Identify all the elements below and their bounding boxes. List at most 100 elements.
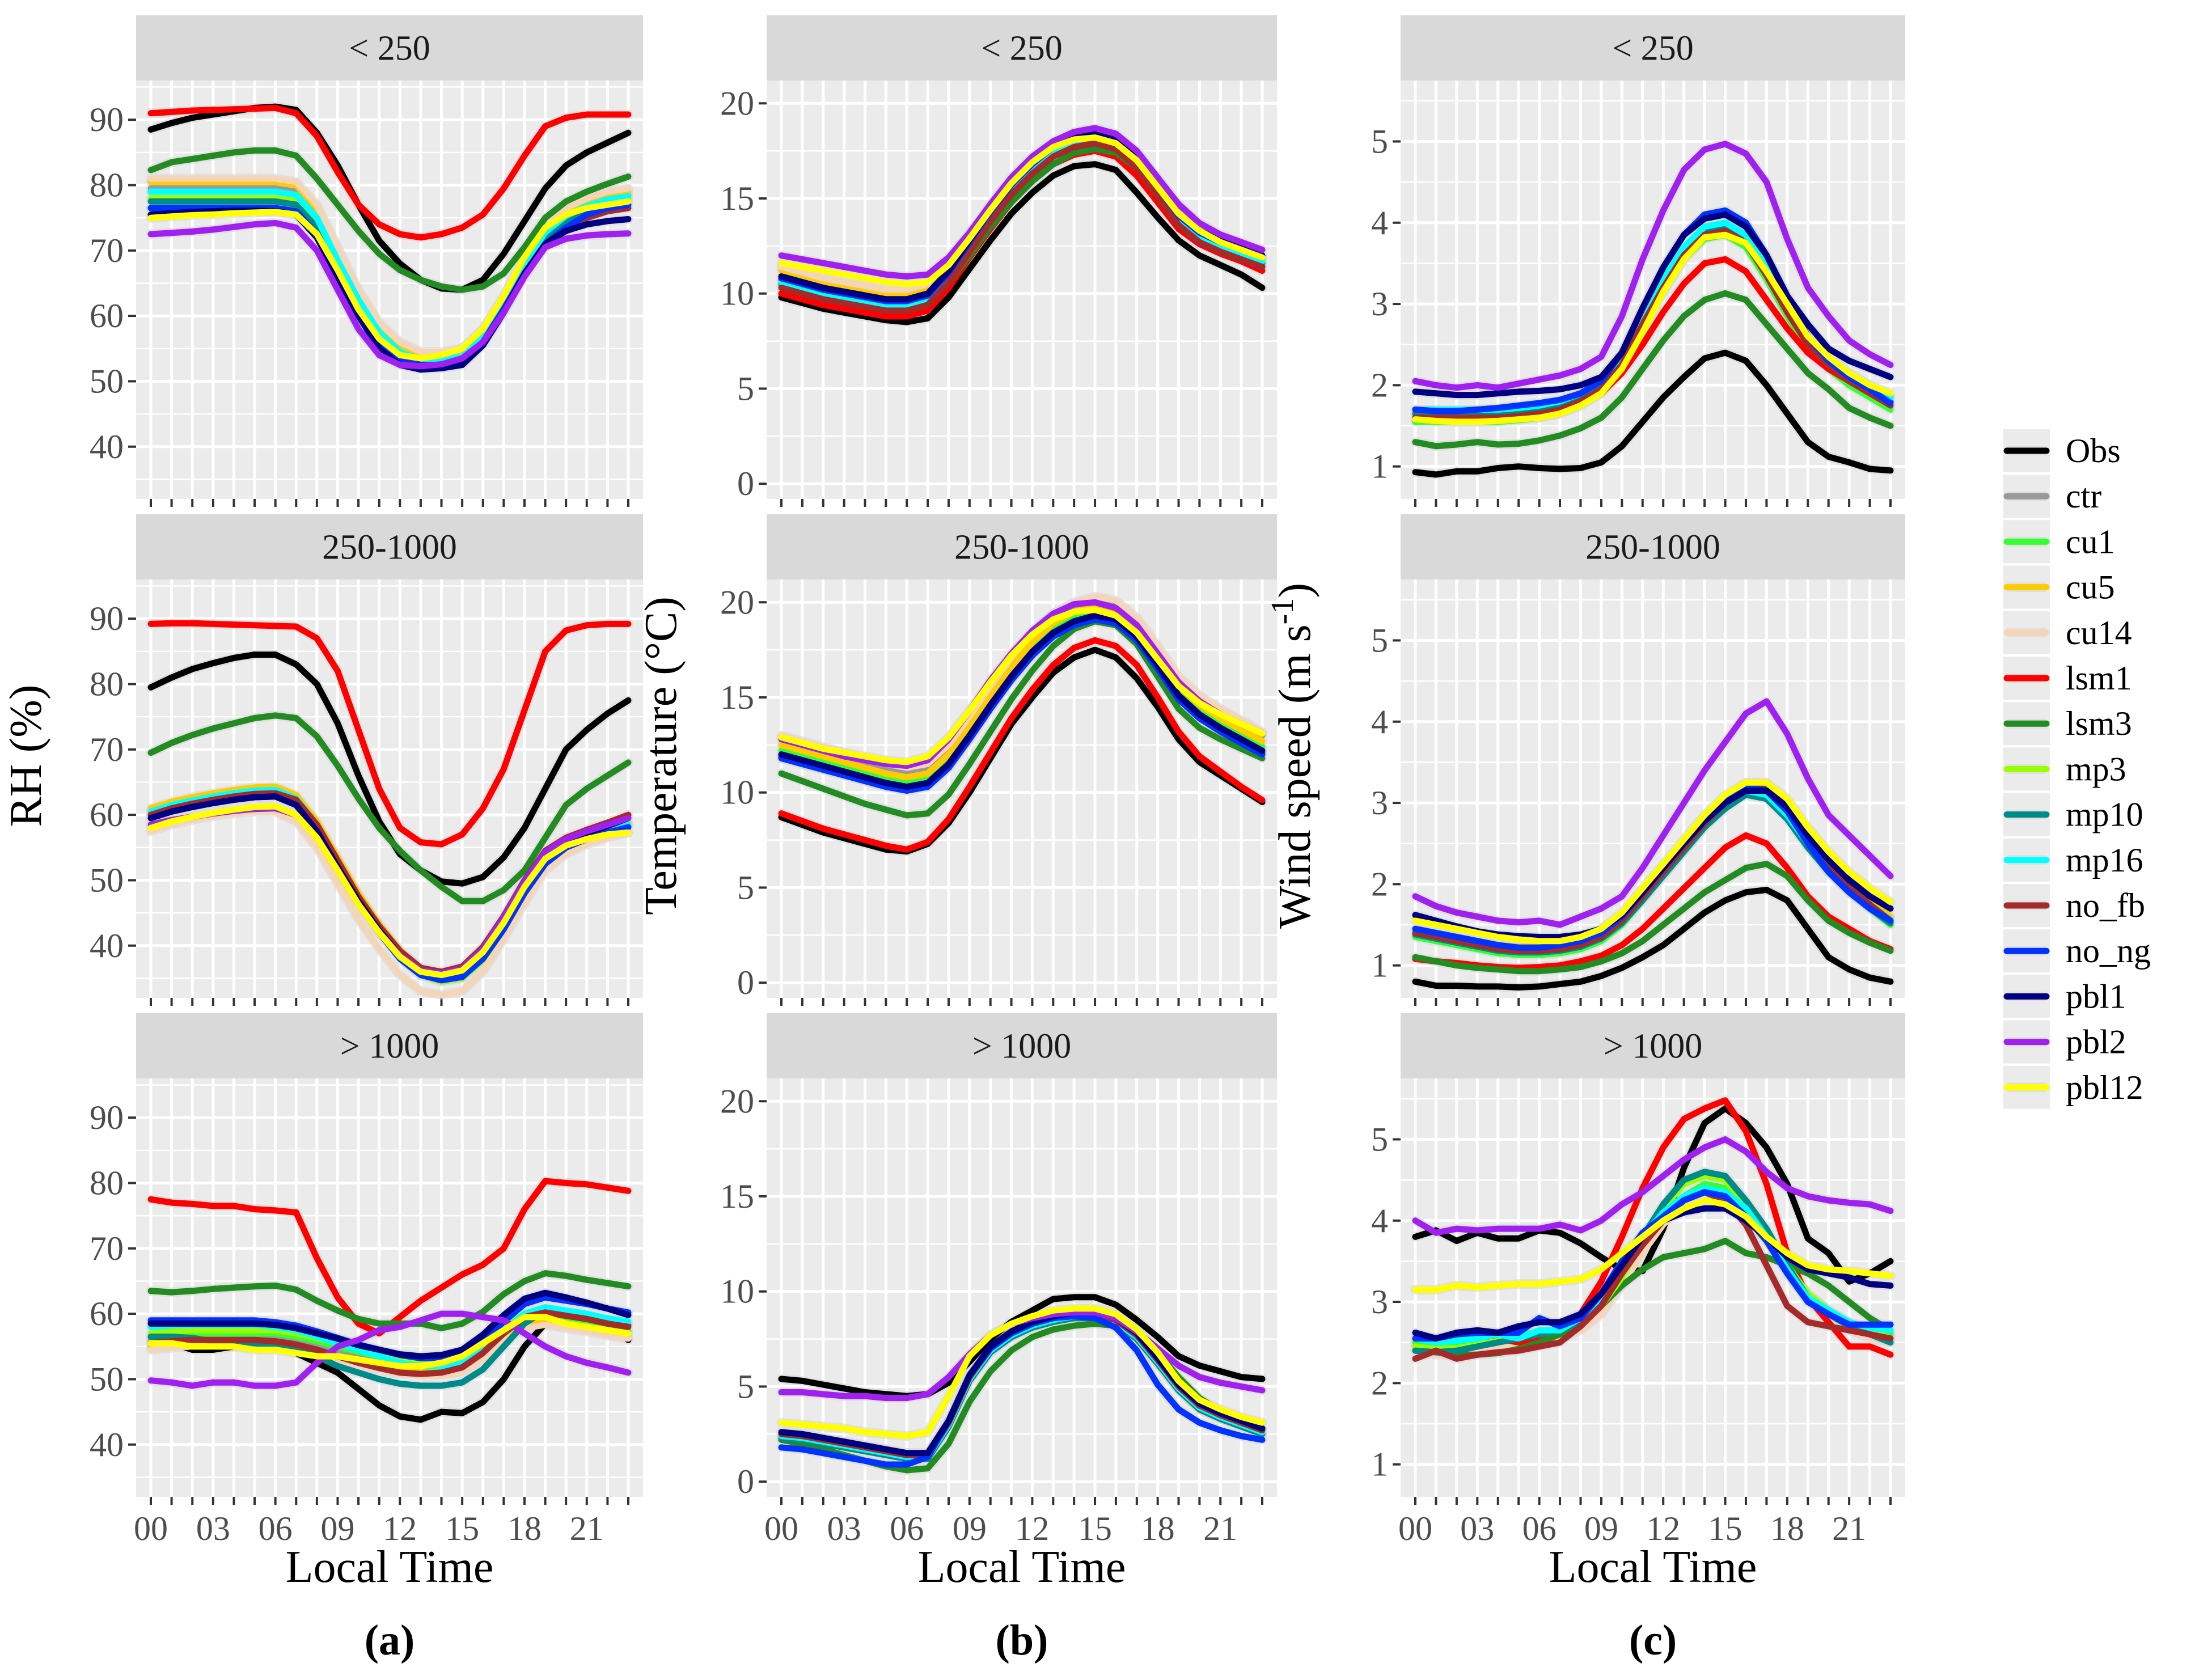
series-line-Obs [778, 646, 1266, 855]
y-tick-label: 70 [90, 232, 124, 269]
series-line-lsm3 [147, 712, 632, 904]
y-tick-label: 1 [1371, 448, 1388, 485]
y-tick-label: 20 [720, 84, 754, 122]
y-tick-label: 4 [1371, 703, 1388, 740]
y-tick-label: 0 [737, 1463, 754, 1500]
y-tick-label: 50 [90, 362, 124, 400]
legend-label: pbl12 [2066, 1069, 2143, 1106]
legend-label: mp10 [2066, 796, 2143, 833]
legend: Obs ctr cu1 cu5 cu14 lsm1 lsm3 mp3 mp10 mp16 no_fb… [1999, 424, 2175, 1117]
series-line-lsm3 [1412, 290, 1894, 450]
series-group [776, 591, 1267, 857]
facet-strip-label: > 1000 [340, 1027, 439, 1066]
legend-label: no_ng [2066, 932, 2151, 970]
x-tick-label: 09 [953, 1510, 987, 1547]
panel-letter: (b) [996, 1616, 1048, 1664]
y-axis-title: RH (%) [1, 684, 51, 827]
legend-label: lsm3 [2066, 705, 2132, 742]
x-tick-label: 12 [1015, 1510, 1049, 1547]
legend-label: pbl1 [2066, 977, 2126, 1015]
y-tick-label: 2 [1371, 1364, 1388, 1402]
panel-letter: (c) [1629, 1616, 1677, 1664]
y-tick-label: 70 [90, 731, 124, 768]
panel-3-1: < 250 1 2 3 4 5 [1371, 15, 1905, 507]
facet-strip-label: > 1000 [1604, 1027, 1702, 1066]
facet-strip-label: < 250 [1612, 29, 1693, 68]
y-tick-label: 60 [90, 796, 124, 833]
legend-label: pbl2 [2066, 1023, 2126, 1061]
y-axis-title: Temperature (°C) [636, 596, 686, 915]
series-line-pbl1 [778, 612, 1266, 790]
legend-label: no_fb [2066, 887, 2145, 924]
y-tick-label: 1 [1371, 1446, 1388, 1483]
x-tick-label: 03 [827, 1510, 861, 1547]
legend-item-pbl12: pbl12 [2003, 1065, 2143, 1109]
y-tick-label: 5 [1371, 621, 1388, 659]
series-group [776, 123, 1267, 327]
facet-strip-label: 250-1000 [954, 528, 1089, 567]
panel-1-1: < 250 40 50 60 70 80 90 [90, 15, 643, 507]
y-tick-label: 60 [90, 1295, 124, 1332]
y-tick-label: 10 [720, 1273, 754, 1310]
x-tick-label: 15 [1078, 1510, 1112, 1547]
y-tick-label: 50 [90, 861, 124, 899]
series-line-Obs [1412, 1105, 1894, 1285]
series-line-lsm1 [778, 637, 1266, 853]
legend-item-mp16: mp16 [2003, 838, 2143, 882]
legend-item-no_ng: no_ng [2003, 929, 2151, 973]
y-tick-label: 5 [737, 1368, 754, 1405]
x-tick-label: 09 [1584, 1510, 1618, 1547]
series-line-no_fb [778, 140, 1266, 314]
series-line-no_fb [1412, 1189, 1894, 1362]
y-tick-label: 3 [1371, 1283, 1388, 1321]
y-tick-label: 15 [720, 1178, 754, 1215]
legend-label: cu1 [2066, 523, 2115, 560]
legend-label: cu14 [2066, 614, 2132, 651]
y-tick-label: 90 [90, 101, 124, 138]
y-tick-label: 3 [1371, 784, 1388, 822]
y-tick-label: 2 [1371, 865, 1388, 903]
y-tick-label: 3 [1371, 285, 1388, 323]
legend-label: Obs [2066, 432, 2121, 469]
legend-label: ctr [2066, 477, 2101, 515]
legend-item-mp3: mp3 [2003, 747, 2126, 791]
legend-item-pbl1: pbl1 [2003, 975, 2126, 1018]
legend-item-lsm1: lsm1 [2003, 657, 2132, 700]
y-tick-label: 90 [90, 1099, 124, 1136]
legend-label: lsm1 [2066, 659, 2132, 697]
legend-item-cu1: cu1 [2003, 520, 2115, 564]
legend-item-mp10: mp10 [2003, 793, 2143, 836]
y-tick-label: 5 [737, 370, 754, 407]
x-tick-label: 00 [764, 1510, 798, 1547]
y-tick-label: 80 [90, 666, 124, 703]
series-line-cu14 [147, 175, 632, 355]
panel-3-2: 250-1000 1 2 3 4 5 [1371, 514, 1905, 1006]
y-tick-label: 10 [720, 774, 754, 811]
series-line-pbl12 [778, 607, 1266, 765]
series-line-pbl1 [147, 1289, 632, 1360]
legend-item-cu14: cu14 [2003, 611, 2132, 654]
series-line-pbl2 [1412, 698, 1894, 928]
y-tick-label: 40 [90, 428, 124, 466]
series-line-Obs [1412, 886, 1894, 991]
x-tick-label: 12 [383, 1510, 417, 1547]
x-tick-label: 21 [1203, 1510, 1237, 1547]
series-group [146, 1176, 633, 1425]
panel-1-2: 250-1000 40 50 60 70 80 90 [90, 514, 643, 1006]
y-tick-label: 40 [90, 1426, 124, 1463]
x-axis-title: Local Time [1549, 1542, 1757, 1592]
x-tick-label: 09 [320, 1510, 354, 1547]
series-line-pbl12 [147, 198, 632, 362]
facet-strip [136, 15, 643, 81]
series-group [1410, 696, 1896, 992]
series-line-pbl12 [1412, 779, 1894, 945]
y-tick-label: 20 [720, 583, 754, 621]
panel-1-3: > 1000 40 50 60 70 80 90 00 03 06 09 12 15 18 21 [90, 1013, 643, 1547]
series-line-lsm3 [147, 147, 632, 293]
facet-strip [767, 15, 1277, 81]
x-tick-label: 18 [507, 1510, 542, 1547]
x-tick-label: 06 [890, 1510, 924, 1547]
facet-strip [1401, 1013, 1905, 1078]
